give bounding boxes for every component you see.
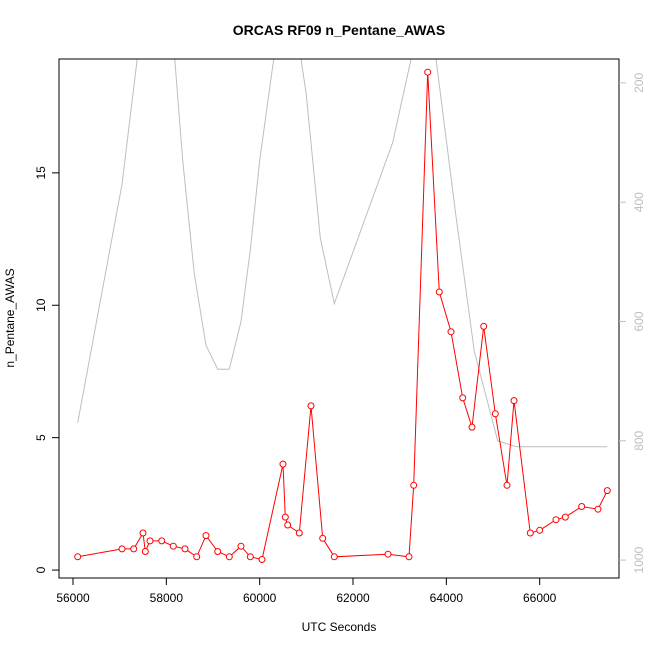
y-axis: 0 5 10 15 bbox=[34, 166, 59, 573]
secondary-series-line bbox=[77, 59, 608, 448]
chart-title: ORCAS RF09 n_Pentane_AWAS bbox=[233, 22, 445, 38]
data-point bbox=[130, 545, 138, 553]
data-point bbox=[141, 548, 149, 555]
data-point bbox=[246, 553, 254, 561]
data-point bbox=[510, 397, 518, 405]
secondary-series-path bbox=[77, 59, 608, 448]
data-point bbox=[561, 513, 569, 521]
primary-series bbox=[74, 68, 611, 563]
data-point bbox=[214, 548, 222, 555]
x-tick-label: 60000 bbox=[243, 591, 277, 605]
data-point bbox=[447, 328, 455, 336]
y-tick-label: 0 bbox=[34, 566, 48, 573]
x-axis: 56000 58000 60000 62000 64000 66000 bbox=[56, 578, 557, 605]
data-point bbox=[410, 481, 418, 489]
data-point bbox=[603, 487, 611, 495]
x-tick-label: 64000 bbox=[430, 591, 464, 605]
x-tick-label: 66000 bbox=[523, 591, 557, 605]
right-tick-label: 400 bbox=[632, 192, 646, 212]
data-point bbox=[578, 503, 586, 510]
right-tick-label: 800 bbox=[632, 430, 646, 450]
x-tick-label: 56000 bbox=[56, 591, 90, 605]
primary-series-line bbox=[77, 72, 608, 561]
data-point bbox=[536, 526, 544, 534]
data-point bbox=[158, 537, 166, 545]
plot-frame bbox=[58, 58, 620, 579]
right-axis: 200 400 600 800 1000 bbox=[619, 73, 646, 573]
x-tick-label: 62000 bbox=[336, 591, 370, 605]
data-point bbox=[594, 505, 602, 513]
data-point bbox=[146, 537, 154, 545]
data-point bbox=[295, 529, 303, 537]
data-point bbox=[405, 553, 413, 561]
data-point bbox=[139, 529, 147, 537]
data-point bbox=[281, 513, 289, 521]
data-point bbox=[169, 542, 177, 550]
data-point bbox=[491, 410, 499, 418]
y-tick-label: 15 bbox=[34, 166, 48, 180]
data-point bbox=[307, 402, 315, 410]
data-point bbox=[384, 550, 392, 558]
data-point bbox=[202, 532, 210, 540]
right-tick-label: 1000 bbox=[632, 546, 646, 573]
data-point bbox=[74, 553, 82, 561]
y-axis-label: n_Pentane_AWAS bbox=[3, 268, 17, 367]
x-tick-label: 58000 bbox=[150, 591, 184, 605]
data-point bbox=[435, 288, 443, 296]
data-point bbox=[181, 545, 189, 553]
data-point bbox=[459, 394, 467, 402]
data-point bbox=[503, 481, 511, 489]
data-point bbox=[193, 553, 201, 561]
data-point bbox=[279, 460, 287, 468]
data-point bbox=[319, 534, 327, 542]
data-point bbox=[552, 516, 560, 524]
data-point bbox=[424, 68, 432, 76]
right-tick-label: 600 bbox=[632, 311, 646, 331]
y-tick-label: 5 bbox=[34, 434, 48, 441]
data-point bbox=[237, 542, 245, 550]
data-point bbox=[468, 423, 476, 431]
y-tick-label: 10 bbox=[34, 298, 48, 312]
data-point bbox=[225, 553, 233, 561]
data-point bbox=[118, 545, 126, 553]
data-point bbox=[258, 556, 266, 563]
data-point bbox=[330, 553, 338, 561]
right-tick-label: 200 bbox=[632, 73, 646, 93]
x-axis-label: UTC Seconds bbox=[302, 620, 377, 634]
data-point bbox=[526, 529, 534, 537]
data-point bbox=[480, 322, 488, 330]
data-point bbox=[284, 521, 292, 529]
